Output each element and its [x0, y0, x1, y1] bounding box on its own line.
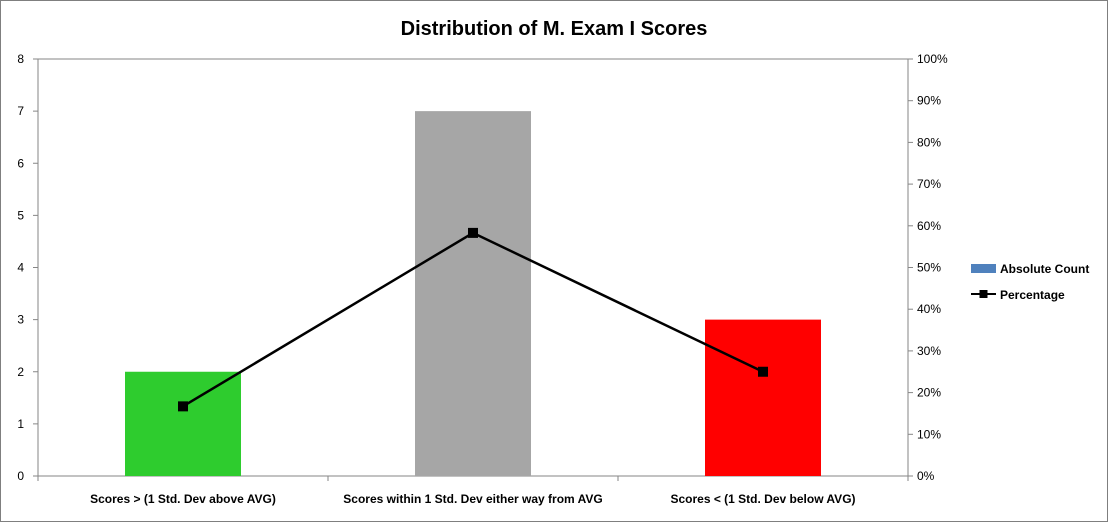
- right-tick-label: 20%: [917, 386, 941, 400]
- chart-title: Distribution of M. Exam I Scores: [401, 18, 708, 40]
- left-tick-label: 1: [17, 417, 24, 431]
- left-tick-label: 3: [17, 313, 24, 327]
- right-tick-label: 60%: [917, 219, 941, 233]
- left-tick-label: 6: [17, 156, 24, 170]
- bar-2: [415, 111, 531, 476]
- left-tick-label: 8: [17, 52, 24, 66]
- right-tick-label: 70%: [917, 177, 941, 191]
- bar-1: [125, 371, 241, 476]
- bars-layer: [125, 111, 821, 476]
- right-tick-label: 0%: [917, 469, 935, 483]
- left-tick-label: 7: [17, 104, 24, 118]
- legend-marker-percentage: [979, 290, 988, 298]
- right-tick-label: 100%: [917, 52, 948, 66]
- percentage-point-3: [758, 366, 768, 377]
- right-tick-label: 80%: [917, 135, 941, 149]
- left-tick-label: 0: [17, 469, 24, 483]
- left-tick-label: 2: [17, 365, 24, 379]
- right-tick-label: 50%: [917, 261, 941, 275]
- percentage-point-2: [468, 227, 478, 238]
- axes-layer: 0123456780%10%20%30%40%50%60%70%80%90%10…: [17, 52, 948, 483]
- legend: Absolute Count Percentage: [971, 262, 1089, 302]
- right-tick-label: 40%: [917, 302, 941, 316]
- category-label-2: Scores within 1 Std. Dev either way from…: [343, 492, 602, 506]
- right-tick-label: 30%: [917, 344, 941, 358]
- category-label-3: Scores < (1 Std. Dev below AVG): [670, 492, 855, 506]
- right-tick-label: 90%: [917, 94, 941, 108]
- bar-3: [705, 319, 821, 476]
- left-tick-label: 4: [17, 261, 24, 275]
- legend-label-percentage: Percentage: [1000, 288, 1065, 302]
- line-layer: [178, 227, 768, 412]
- right-tick-label: 10%: [917, 427, 941, 441]
- category-labels: Scores > (1 Std. Dev above AVG) Scores wi…: [90, 492, 855, 506]
- legend-swatch-absolute-count: [971, 264, 996, 273]
- category-label-1: Scores > (1 Std. Dev above AVG): [90, 492, 276, 506]
- left-tick-label: 5: [17, 208, 24, 222]
- legend-label-absolute-count: Absolute Count: [1000, 262, 1089, 276]
- percentage-point-1: [178, 401, 188, 412]
